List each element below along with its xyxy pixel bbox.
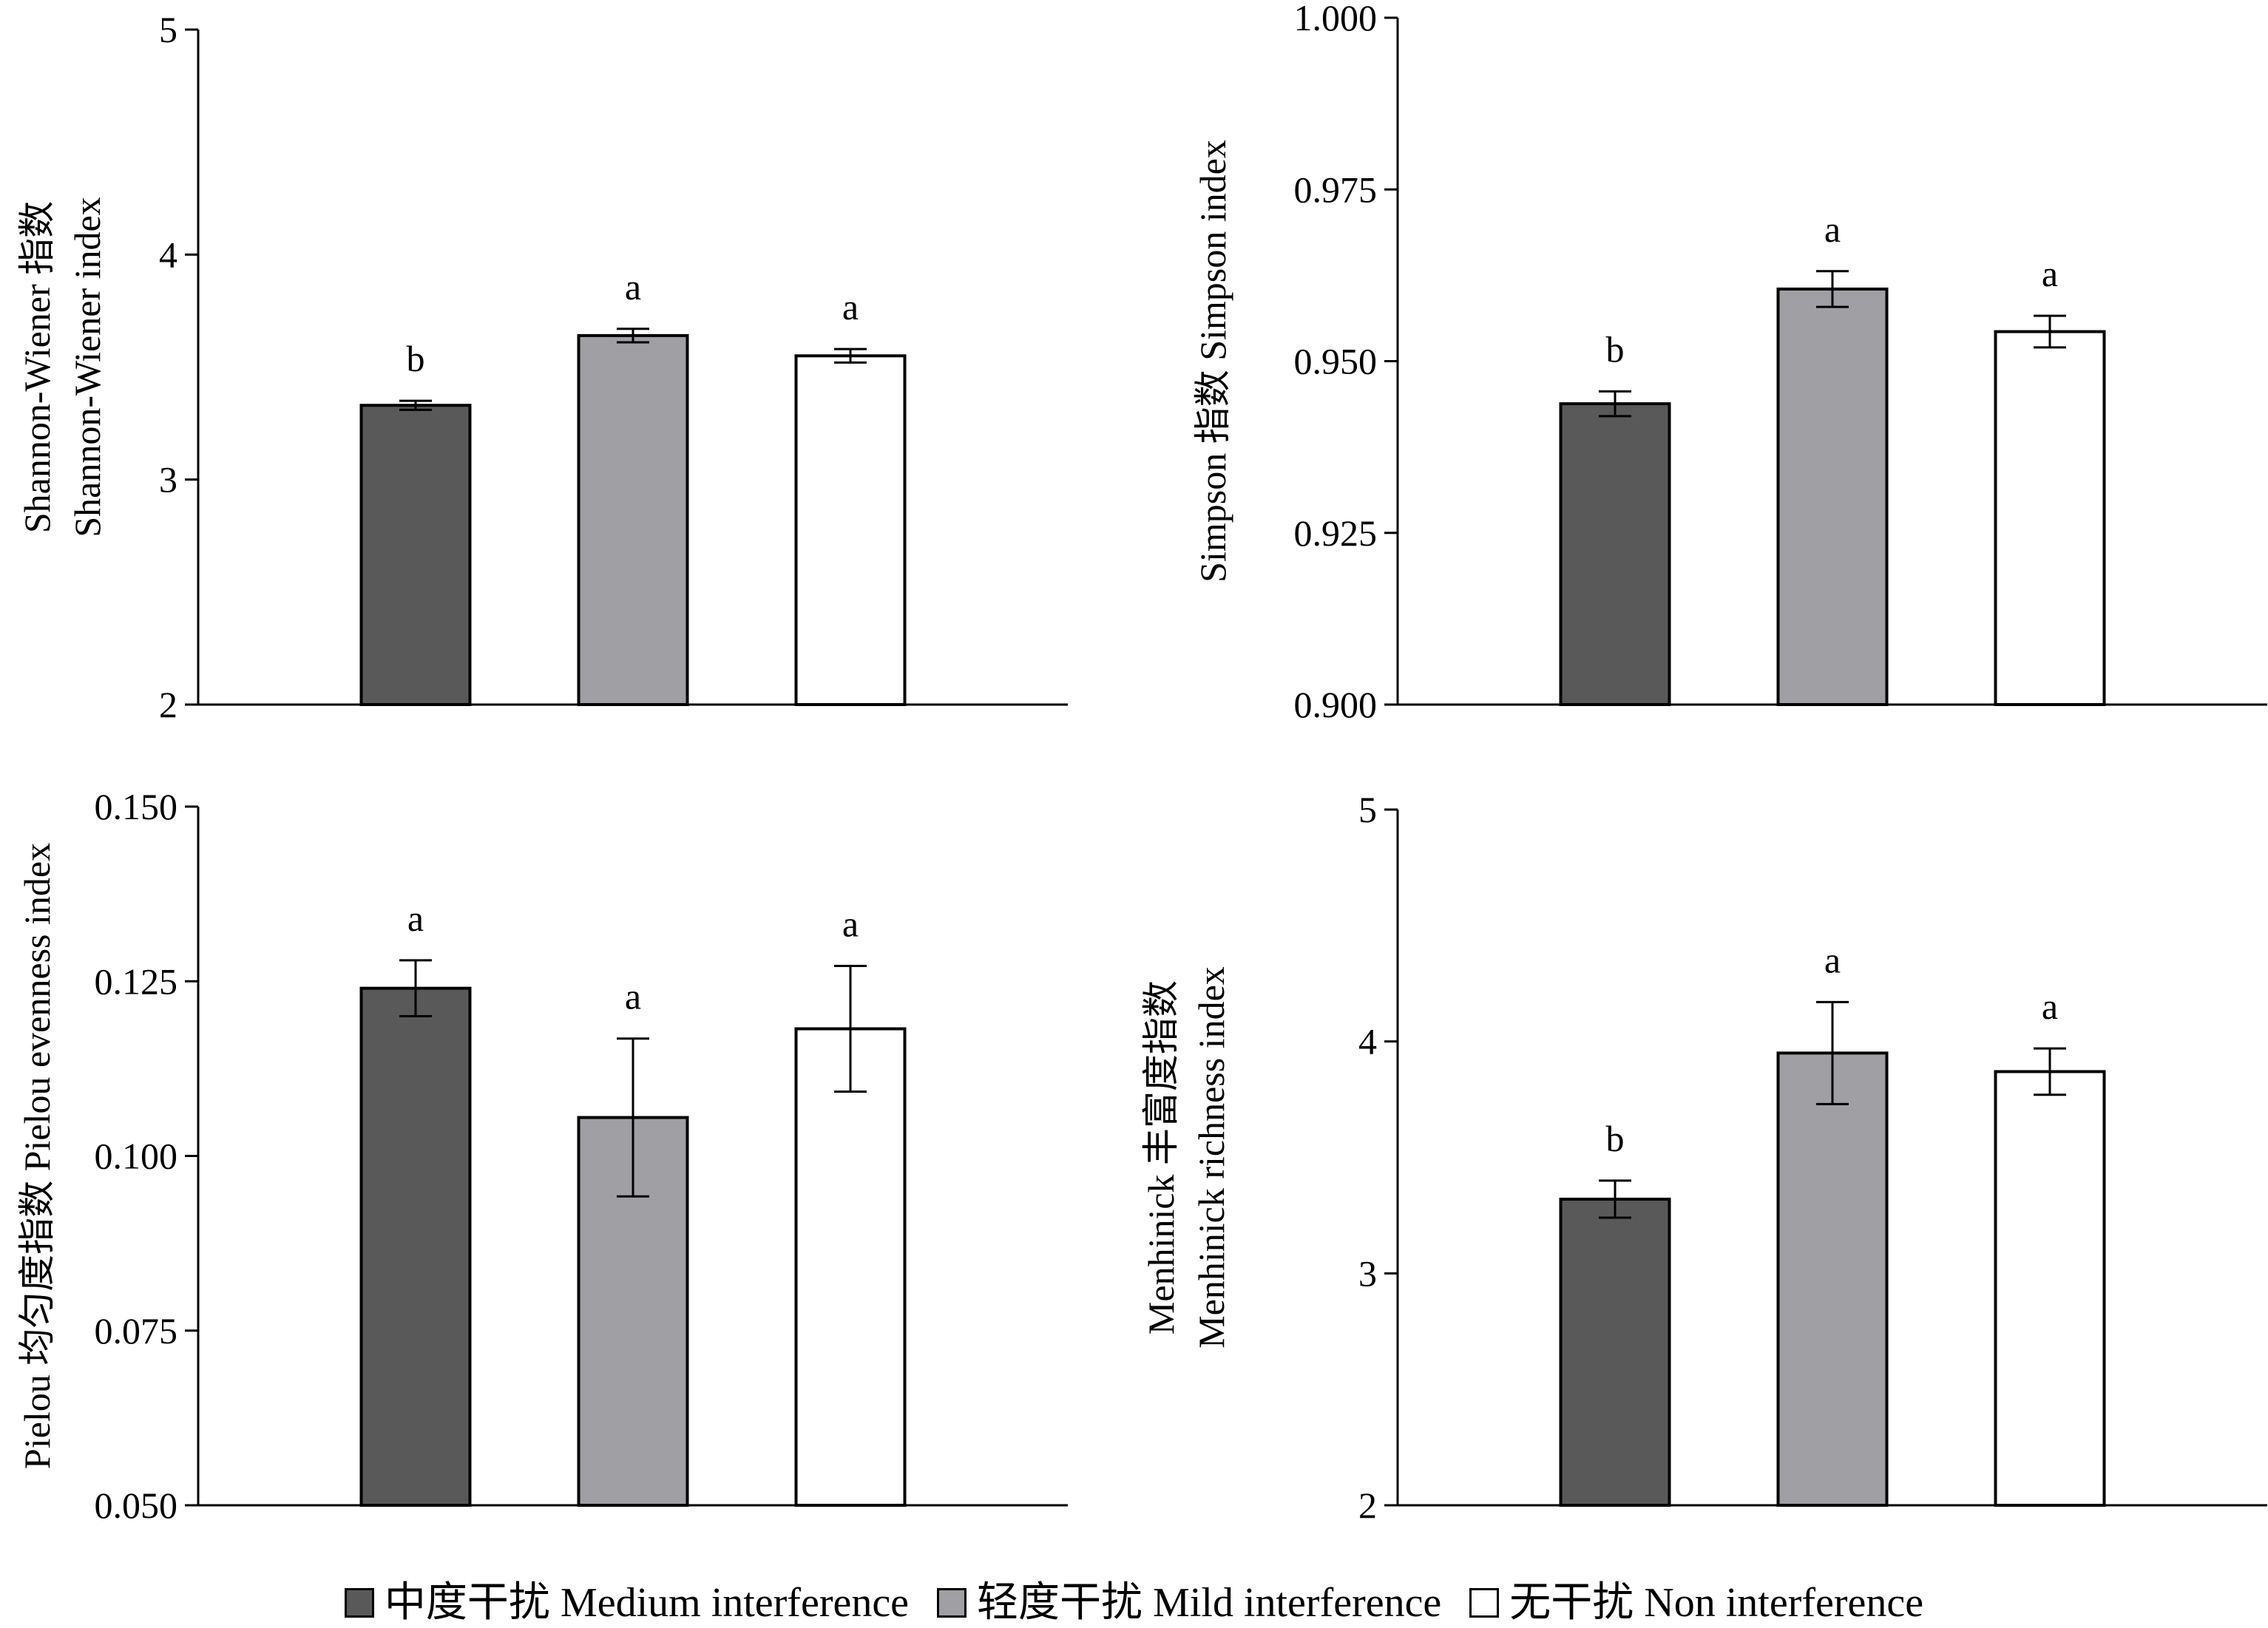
error-bar-1 [399,399,432,411]
legend-item-mild: 轻度干扰 Mild interference [937,1582,1441,1624]
bar-2 [1776,1051,1889,1507]
y-tick-label: 0.925 [1294,512,1378,554]
y-tick-label: 0.100 [95,1136,178,1177]
y-axis-label: Menhinick richness index [1191,966,1232,1349]
significance-label: a [625,266,641,308]
legend-swatch-medium [344,1588,374,1618]
bar-1 [1559,1197,1671,1507]
y-axis-label: Menhinick 丰富度指数 [1140,980,1182,1334]
error-bar-3 [834,964,867,1093]
y-tick-label: 5 [1358,789,1377,830]
significance-label: a [1824,208,1841,250]
significance-label: a [842,286,859,328]
legend-label-mild: 轻度干扰 Mild interference [977,1580,1442,1626]
bar-3 [1994,1070,2106,1507]
error-bar-1 [1599,390,1631,418]
bar-2 [577,333,689,706]
error-bar-1 [1599,1179,1631,1219]
error-bar-3 [2034,314,2066,349]
y-tick-label: 3 [159,459,177,501]
y-tick-label: 2 [1358,1485,1377,1526]
y-axis-label: Simpson 指数 Simpson index [1192,140,1233,583]
y-tick-label: 1.000 [1294,0,1378,38]
y-axis-label: Shannon-Wiener 指数 [16,201,58,533]
y-tick-label: 5 [159,9,177,50]
error-bar-2 [617,328,649,344]
chart-panel-4: 2 3 4 5 b a a Menhinick 丰富度指数 Menhinick richness… [1140,789,2267,1526]
chart-panel-1: 2 3 4 5 b a a Shannon-Wiener 指数 Shannon-Wiener i… [16,9,1068,725]
bar-1 [359,404,472,707]
y-axis-label: Shannon-Wiener index [67,197,108,537]
legend-swatch-non [1469,1588,1500,1618]
significance-label: a [2042,986,2058,1027]
error-bar-1 [399,959,432,1017]
error-bar-2 [1816,1000,1849,1105]
y-tick-label: 0.075 [95,1310,178,1351]
significance-label: a [407,898,424,939]
y-tick-label: 4 [159,234,177,275]
chart-panel-3: 0.050 0.075 0.100 0.125 0.150 a a a Pielou 均匀度指数… [16,786,1068,1526]
error-bar-2 [1816,270,1849,308]
significance-label: b [1606,328,1625,370]
significance-label: b [407,338,425,379]
y-tick-label: 4 [1358,1021,1377,1062]
legend-label-medium: 中度干扰 Medium interference [384,1580,910,1626]
significance-label: a [1824,939,1841,980]
legend: 中度干扰 Medium interference 轻度干扰 Mild inter… [0,1578,2268,1627]
bar-3 [1994,330,2106,706]
significance-label: a [625,976,641,1017]
y-tick-label: 0.050 [95,1485,178,1526]
significance-label: a [842,903,859,944]
y-tick-label: 0.900 [1294,684,1378,725]
bar-3 [794,354,907,706]
y-tick-label: 2 [159,684,177,725]
y-tick-label: 3 [1358,1252,1377,1294]
error-bar-3 [834,347,867,364]
y-axis-label: Pielou 均匀度指数 Pielou evenness index [16,843,58,1469]
bar-3 [794,1027,907,1507]
y-tick-label: 0.125 [95,960,178,1002]
significance-label: b [1606,1118,1625,1159]
legend-item-medium: 中度干扰 Medium interference [344,1580,910,1626]
y-tick-label: 0.950 [1294,341,1378,382]
chart-panel-2: 0.900 0.925 0.950 0.975 1.000 b a a Simpson 指数 S… [1192,0,2267,725]
error-bar-2 [617,1037,649,1198]
legend-label-non: 无干扰 Non interference [1509,1580,1924,1626]
y-tick-label: 0.975 [1294,169,1378,210]
bar-1 [1559,402,1671,707]
significance-label: a [2042,253,2058,294]
bar-2 [1776,287,1889,706]
bar-1 [359,986,472,1507]
legend-item-non: 无干扰 Non interference [1469,1582,1923,1624]
y-tick-label: 0.150 [95,786,178,827]
legend-swatch-mild [937,1588,967,1618]
error-bar-3 [2034,1047,2066,1096]
